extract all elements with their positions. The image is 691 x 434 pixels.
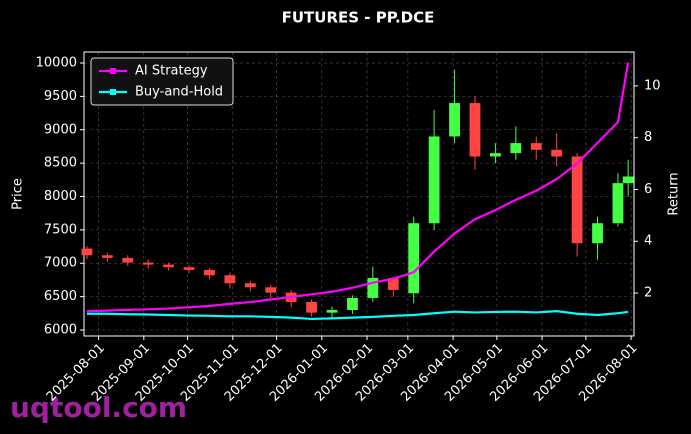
- legend-marker: [110, 89, 116, 95]
- y-axis-label: Price: [11, 178, 26, 210]
- candle-body: [81, 248, 93, 256]
- y2-tick-label: 8: [644, 130, 652, 145]
- candle-body: [101, 255, 113, 258]
- candle-body: [326, 309, 338, 313]
- candle-body: [408, 223, 420, 294]
- legend-label: AI Strategy: [135, 64, 208, 79]
- legend-marker: [110, 68, 116, 74]
- return-line: [86, 62, 630, 313]
- return-line: [86, 310, 629, 321]
- candle-body: [183, 267, 195, 270]
- candle-body: [510, 143, 522, 154]
- legend-box: [90, 57, 234, 106]
- candle-body: [449, 103, 460, 137]
- candle-body: [490, 153, 501, 157]
- y-tick-label: 6000: [44, 322, 77, 337]
- candle-body: [306, 301, 317, 313]
- y-tick-label: 7500: [44, 222, 77, 237]
- y-tick-label: 7000: [44, 256, 77, 271]
- watermark: uqtool.com: [10, 391, 187, 424]
- candle-body: [622, 176, 634, 184]
- candle-body: [530, 143, 542, 150]
- y-tick-label: 10000: [36, 56, 77, 71]
- candle-body: [469, 103, 481, 157]
- y-tick-label: 8500: [44, 156, 77, 171]
- y-tick-label: 9000: [44, 122, 77, 137]
- candle-body: [265, 287, 277, 293]
- candle-body: [367, 277, 379, 298]
- legend-label: Buy-and-Hold: [135, 85, 223, 100]
- candle-body: [612, 183, 624, 224]
- candle-body: [244, 283, 256, 288]
- candle-body: [592, 223, 603, 244]
- y2-tick-label: 10: [644, 78, 661, 93]
- candle-body: [163, 264, 175, 268]
- candle-body: [122, 257, 134, 263]
- candle-body: [224, 275, 236, 284]
- candle-body: [142, 262, 154, 265]
- candle-body: [428, 136, 440, 224]
- y2-axis-label: Return: [667, 172, 682, 215]
- y2-tick-label: 2: [644, 286, 652, 301]
- y-tick-label: 8000: [44, 189, 77, 204]
- y2-tick-label: 4: [644, 234, 652, 249]
- candle-body: [204, 269, 215, 276]
- candle-body: [571, 156, 583, 244]
- plot-frame: [83, 51, 635, 337]
- y2-tick-label: 6: [644, 182, 652, 197]
- candle-body: [387, 277, 399, 290]
- y-tick-label: 6500: [44, 289, 77, 304]
- y-tick-label: 9500: [44, 89, 77, 104]
- chart-title: FUTURES - PP.DCE: [282, 9, 435, 27]
- candle-body: [347, 297, 358, 310]
- candle-body: [551, 149, 563, 157]
